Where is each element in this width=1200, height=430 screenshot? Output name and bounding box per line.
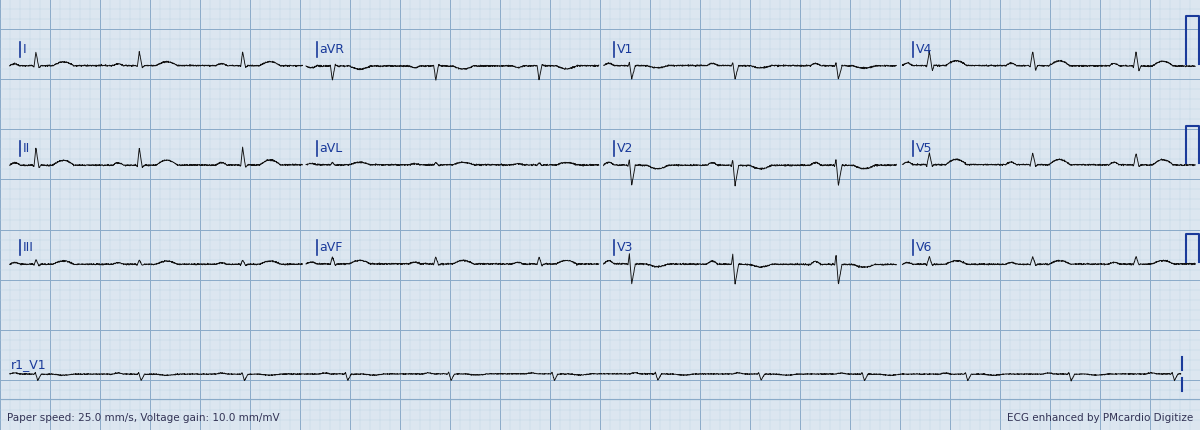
- Text: ECG enhanced by PMcardio Digitize: ECG enhanced by PMcardio Digitize: [1007, 412, 1193, 422]
- Text: V4: V4: [916, 43, 932, 56]
- Text: V1: V1: [617, 43, 634, 56]
- Text: aVF: aVF: [319, 241, 342, 254]
- Text: aVR: aVR: [319, 43, 344, 56]
- Text: Paper speed: 25.0 mm/s, Voltage gain: 10.0 mm/mV: Paper speed: 25.0 mm/s, Voltage gain: 10…: [7, 412, 280, 422]
- Text: V2: V2: [617, 142, 634, 155]
- Text: III: III: [23, 241, 34, 254]
- Text: r1_V1: r1_V1: [11, 357, 47, 370]
- Text: II: II: [23, 142, 30, 155]
- Text: aVL: aVL: [319, 142, 342, 155]
- Text: V6: V6: [916, 241, 932, 254]
- Text: I: I: [23, 43, 26, 56]
- Text: V5: V5: [916, 142, 932, 155]
- Text: V3: V3: [617, 241, 634, 254]
